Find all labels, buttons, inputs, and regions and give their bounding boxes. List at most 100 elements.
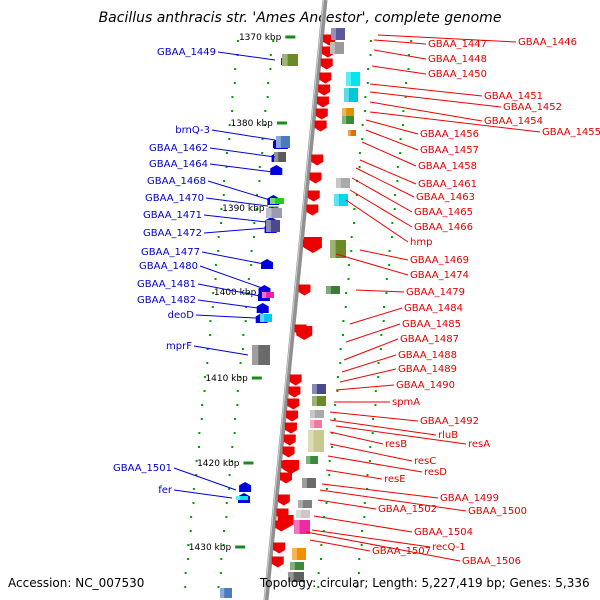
gene-label-reverse[interactable]: GBAA_1489 (398, 364, 457, 375)
feature-block[interactable] (344, 88, 358, 102)
gene-arrow-reverse[interactable] (306, 204, 319, 216)
gene-label-reverse[interactable]: GBAA_1446 (518, 37, 577, 48)
gene-arrow-reverse[interactable] (307, 190, 320, 202)
gene-label-reverse[interactable]: resE (384, 474, 406, 485)
gene-arrow-forward[interactable] (261, 259, 274, 269)
gene-label-reverse[interactable]: GBAA_1504 (414, 527, 473, 538)
gene-label-reverse[interactable]: GBAA_1454 (484, 116, 543, 127)
gene-label-reverse[interactable]: recQ-1 (432, 542, 466, 553)
gene-label-reverse[interactable]: GBAA_1492 (420, 416, 479, 427)
feature-block[interactable] (346, 72, 360, 86)
gene-label-reverse[interactable]: GBAA_1506 (462, 556, 521, 567)
gene-label-reverse[interactable]: GBAA_1479 (406, 287, 465, 298)
feature-block[interactable] (270, 198, 284, 204)
gene-label-reverse[interactable]: GBAA_1451 (484, 91, 543, 102)
gene-arrow-reverse[interactable] (311, 154, 324, 166)
gene-label-forward[interactable]: GBAA_1481 (137, 279, 196, 290)
gene-arrow-reverse[interactable] (286, 410, 299, 422)
gene-label-forward[interactable]: GBAA_1472 (143, 228, 202, 239)
gene-label-reverse[interactable]: rluB (438, 430, 458, 441)
feature-block[interactable] (292, 548, 306, 560)
gene-label-reverse[interactable]: resD (424, 467, 447, 478)
gene-label-forward[interactable]: deoD (168, 310, 195, 321)
feature-block[interactable] (262, 292, 274, 298)
gene-label-forward[interactable]: GBAA_1468 (147, 176, 206, 187)
gene-arrow-reverse[interactable] (283, 434, 296, 446)
gene-label-forward[interactable]: fer (158, 485, 173, 496)
feature-block[interactable] (260, 314, 272, 322)
feature-block[interactable] (282, 54, 298, 66)
feature-block[interactable] (308, 430, 324, 452)
gene-arrow-reverse[interactable] (284, 422, 297, 434)
gene-arrow-reverse[interactable] (320, 58, 333, 70)
gene-arrow-forward[interactable] (256, 303, 269, 313)
gene-label-reverse[interactable]: GBAA_1455 (542, 127, 600, 138)
gene-arrow-forward[interactable] (239, 482, 252, 492)
gene-label-reverse[interactable]: GBAA_1463 (416, 192, 475, 203)
gene-label-reverse[interactable]: GBAA_1447 (428, 39, 487, 50)
feature-block[interactable] (348, 130, 356, 136)
gene-label-reverse[interactable]: GBAA_1457 (420, 145, 479, 156)
gene-arrow-reverse[interactable] (288, 386, 301, 398)
gene-label-reverse[interactable]: GBAA_1466 (414, 222, 473, 233)
gene-arrow-reverse[interactable] (298, 284, 311, 296)
gene-label-forward[interactable]: GBAA_1470 (145, 193, 204, 204)
gene-arrow-reverse[interactable] (283, 460, 300, 474)
gene-arrow-reverse[interactable] (289, 374, 302, 386)
gene-label-reverse[interactable]: GBAA_1484 (404, 303, 463, 314)
feature-block[interactable] (298, 500, 312, 508)
gene-label-reverse[interactable]: GBAA_1469 (410, 255, 469, 266)
feature-block[interactable] (330, 42, 344, 54)
gene-arrow-forward[interactable] (270, 165, 283, 175)
gene-label-reverse[interactable]: resB (385, 439, 407, 450)
gene-label-reverse[interactable]: hmp (410, 237, 432, 248)
gene-label-reverse[interactable]: GBAA_1502 (378, 504, 437, 515)
gene-arrow-reverse[interactable] (318, 84, 331, 96)
feature-block[interactable] (266, 208, 282, 218)
gene-label-reverse[interactable]: GBAA_1450 (428, 69, 487, 80)
gene-label-reverse[interactable]: GBAA_1456 (420, 129, 479, 140)
gene-label-forward[interactable]: GBAA_1482 (137, 295, 196, 306)
gene-label-reverse[interactable]: GBAA_1490 (396, 380, 455, 391)
gene-label-reverse[interactable]: spmA (392, 397, 420, 408)
feature-block[interactable] (236, 496, 248, 500)
gene-label-forward[interactable]: GBAA_1477 (141, 247, 200, 258)
gene-label-reverse[interactable]: GBAA_1465 (414, 207, 473, 218)
gene-label-reverse[interactable]: GBAA_1458 (418, 161, 477, 172)
feature-block[interactable] (306, 456, 318, 464)
feature-block[interactable] (290, 562, 304, 570)
gene-label-forward[interactable]: GBAA_1480 (139, 261, 198, 272)
gene-label-forward[interactable]: GBAA_1462 (149, 143, 208, 154)
gene-arrow-reverse[interactable] (277, 515, 294, 529)
feature-block[interactable] (334, 194, 348, 206)
gene-arrow-reverse[interactable] (271, 556, 284, 568)
gene-arrow-reverse[interactable] (309, 172, 322, 184)
feature-block[interactable] (274, 152, 286, 162)
feature-block[interactable] (342, 116, 354, 124)
gene-label-forward[interactable]: brnQ-3 (175, 125, 210, 136)
gene-label-reverse[interactable]: GBAA_1507 (372, 546, 431, 557)
gene-label-reverse[interactable]: GBAA_1488 (398, 350, 457, 361)
gene-arrow-reverse[interactable] (315, 108, 328, 120)
feature-block[interactable] (336, 178, 350, 188)
feature-block[interactable] (310, 420, 322, 428)
gene-label-reverse[interactable]: GBAA_1448 (428, 54, 487, 65)
feature-block[interactable] (252, 345, 270, 365)
gene-arrow-reverse[interactable] (273, 542, 286, 554)
gene-label-reverse[interactable]: GBAA_1474 (410, 270, 469, 281)
feature-block[interactable] (302, 478, 316, 488)
feature-block[interactable] (312, 384, 326, 394)
feature-block[interactable] (276, 136, 290, 148)
gene-label-forward[interactable]: GBAA_1449 (157, 47, 216, 58)
gene-label-reverse[interactable]: GBAA_1485 (402, 319, 461, 330)
gene-arrow-reverse[interactable] (303, 237, 322, 253)
gene-label-reverse[interactable]: GBAA_1500 (468, 506, 527, 517)
feature-block[interactable] (312, 396, 326, 406)
gene-arrow-reverse[interactable] (277, 494, 290, 506)
gene-label-reverse[interactable]: resC (414, 456, 436, 467)
gene-arrow-reverse[interactable] (314, 120, 327, 132)
feature-block[interactable] (310, 410, 324, 418)
gene-arrow-reverse[interactable] (319, 72, 332, 84)
feature-block[interactable] (288, 572, 304, 582)
gene-label-forward[interactable]: GBAA_1501 (113, 463, 172, 474)
